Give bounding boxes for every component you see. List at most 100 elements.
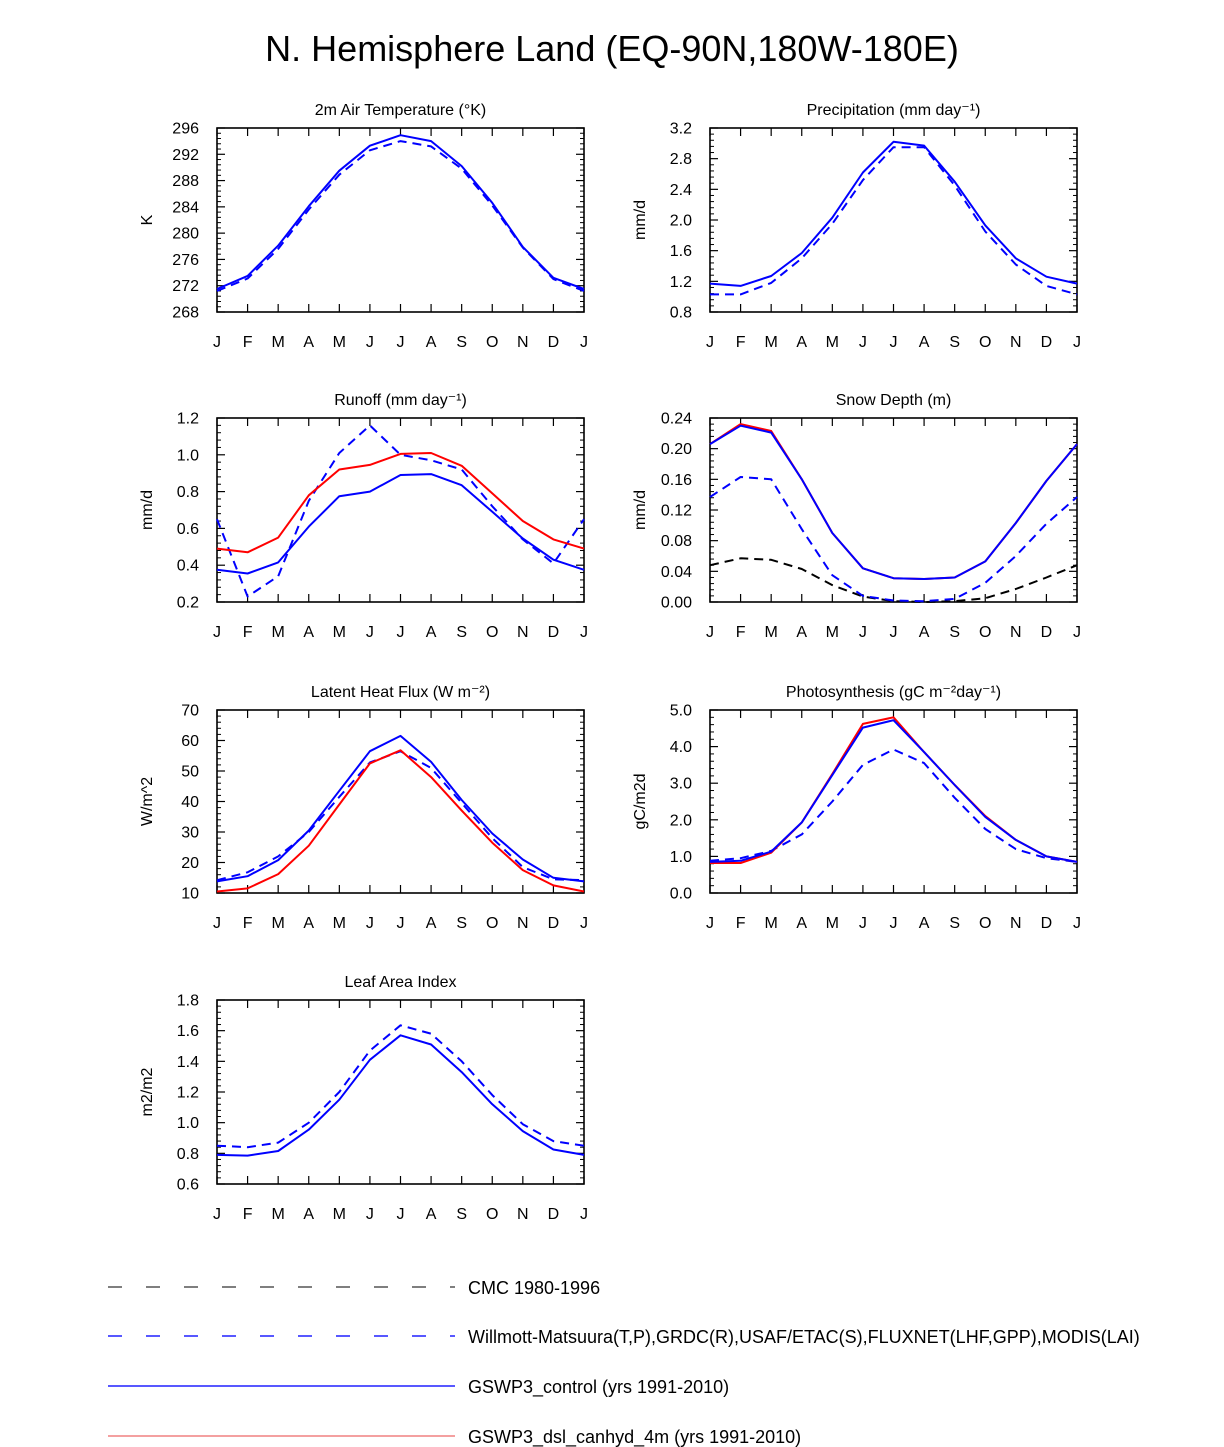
legend-label: CMC 1980-1996 bbox=[468, 1278, 600, 1298]
y-tick-label: 1.6 bbox=[670, 243, 692, 260]
x-tick-label: S bbox=[456, 1206, 467, 1223]
x-tick-label: J bbox=[213, 915, 221, 932]
y-tick-label: 2.0 bbox=[670, 213, 692, 230]
plot-frame bbox=[216, 709, 585, 894]
chart-panel-7: Leaf Area Index m2/m2 J F M A M J J A S O N D J 0.6 0.8 1… bbox=[139, 974, 588, 1223]
series-line-gswp3-control bbox=[216, 1034, 585, 1157]
y-tick-label: 3.0 bbox=[670, 776, 692, 793]
x-tick-label: J bbox=[580, 334, 588, 351]
plot-frame bbox=[216, 127, 585, 313]
series-line-gswp3-dsl-canhyd-4m bbox=[216, 452, 585, 554]
x-tick-label: A bbox=[796, 624, 807, 641]
y-tick-label: 1.8 bbox=[177, 993, 199, 1010]
x-tick-label: M bbox=[826, 334, 839, 351]
x-tick-label: J bbox=[213, 334, 221, 351]
legend-label: GSWP3_control (yrs 1991-2010) bbox=[468, 1377, 729, 1398]
y-axis-label: m2/m2 bbox=[139, 1067, 156, 1116]
x-tick-label: N bbox=[517, 624, 529, 641]
chart-panel-2: Precipitation (mm day⁻¹) mm/d J F M A M J J A S O N D… bbox=[632, 102, 1081, 351]
y-axis-label: mm/d bbox=[632, 490, 649, 530]
x-tick-label: J bbox=[580, 1206, 588, 1223]
y-tick-label: 50 bbox=[181, 764, 199, 781]
y-axis-label: mm/d bbox=[139, 490, 156, 530]
series-line-gswp3-dsl-canhyd-4m bbox=[216, 749, 585, 893]
chart-title: Leaf Area Index bbox=[344, 974, 456, 991]
chart-title: Runoff (mm day⁻¹) bbox=[334, 392, 467, 409]
x-tick-label: J bbox=[366, 334, 374, 351]
x-tick-label: A bbox=[796, 334, 807, 351]
x-tick-label: N bbox=[1010, 915, 1022, 932]
x-tick-label: M bbox=[826, 915, 839, 932]
y-tick-label: 276 bbox=[172, 252, 199, 269]
y-axis-label: K bbox=[139, 214, 156, 225]
x-tick-label: A bbox=[426, 1206, 437, 1223]
chart-title: Snow Depth (m) bbox=[836, 392, 952, 409]
y-tick-label: 1.4 bbox=[177, 1054, 199, 1071]
y-axis-label: mm/d bbox=[632, 200, 649, 240]
series-line-fluxnet bbox=[216, 750, 585, 882]
x-tick-label: O bbox=[979, 915, 991, 932]
x-tick-label: J bbox=[1073, 915, 1081, 932]
x-tick-label: J bbox=[706, 624, 714, 641]
x-tick-label: J bbox=[397, 624, 405, 641]
y-tick-label: 0.4 bbox=[177, 558, 199, 575]
y-tick-label: 272 bbox=[172, 278, 199, 295]
series-line-gswp3-dsl-canhyd-4m bbox=[709, 423, 1078, 580]
x-tick-label: A bbox=[303, 915, 314, 932]
x-tick-label: S bbox=[456, 915, 467, 932]
x-tick-label: J bbox=[859, 624, 867, 641]
x-tick-label: J bbox=[706, 334, 714, 351]
x-tick-label: O bbox=[486, 1206, 498, 1223]
y-tick-label: 2.8 bbox=[670, 151, 692, 168]
legend-label: Willmott-Matsuura(T,P),GRDC(R),USAF/ETAC… bbox=[468, 1327, 1140, 1347]
y-tick-label: 10 bbox=[181, 886, 199, 903]
x-tick-label: A bbox=[796, 915, 807, 932]
chart-panel-5: Latent Heat Flux (W m⁻²) W/m^2 J F M A M J J A S O N… bbox=[139, 684, 588, 932]
y-tick-label: 0.8 bbox=[670, 305, 692, 322]
x-tick-label: J bbox=[213, 1206, 221, 1223]
series-line-gswp3-control bbox=[709, 140, 1078, 287]
series-line-gswp3-control bbox=[216, 734, 585, 883]
x-tick-label: A bbox=[303, 334, 314, 351]
x-tick-label: J bbox=[397, 334, 405, 351]
x-tick-label: M bbox=[333, 915, 346, 932]
y-tick-label: 0.24 bbox=[661, 411, 692, 428]
x-tick-label: J bbox=[890, 915, 898, 932]
x-tick-label: D bbox=[1041, 915, 1053, 932]
y-tick-label: 1.0 bbox=[177, 1115, 199, 1132]
x-tick-label: M bbox=[826, 624, 839, 641]
x-tick-label: M bbox=[333, 334, 346, 351]
y-tick-label: 5.0 bbox=[670, 703, 692, 720]
x-tick-label: A bbox=[426, 624, 437, 641]
series-line-willmott-matsuura bbox=[710, 146, 1078, 296]
y-tick-label: 3.2 bbox=[670, 121, 692, 138]
y-tick-label: 1.2 bbox=[177, 411, 199, 428]
chart-title: 2m Air Temperature (°K) bbox=[315, 102, 487, 119]
x-tick-label: M bbox=[765, 915, 778, 932]
x-tick-label: J bbox=[1073, 334, 1081, 351]
series-line-gswp3-control bbox=[216, 473, 585, 575]
y-tick-label: 296 bbox=[172, 121, 199, 138]
y-tick-label: 0.8 bbox=[177, 484, 199, 501]
series-line-fluxnet bbox=[709, 748, 1078, 863]
x-tick-label: J bbox=[580, 915, 588, 932]
x-tick-label: J bbox=[890, 624, 898, 641]
x-tick-label: D bbox=[548, 1206, 560, 1223]
x-tick-label: M bbox=[333, 1206, 346, 1223]
x-tick-label: A bbox=[919, 334, 930, 351]
x-tick-label: D bbox=[1041, 334, 1053, 351]
series-line-modis bbox=[216, 1024, 585, 1149]
x-tick-label: J bbox=[706, 915, 714, 932]
x-tick-label: A bbox=[426, 334, 437, 351]
y-tick-label: 0.2 bbox=[177, 595, 199, 612]
x-tick-label: J bbox=[859, 915, 867, 932]
y-tick-label: 40 bbox=[181, 794, 199, 811]
x-tick-label: J bbox=[366, 624, 374, 641]
x-tick-label: N bbox=[1010, 624, 1022, 641]
x-tick-label: A bbox=[303, 1206, 314, 1223]
y-tick-label: 1.0 bbox=[670, 849, 692, 866]
y-tick-label: 30 bbox=[181, 825, 199, 842]
x-tick-label: A bbox=[426, 915, 437, 932]
series-line-gswp3-control bbox=[709, 719, 1078, 863]
